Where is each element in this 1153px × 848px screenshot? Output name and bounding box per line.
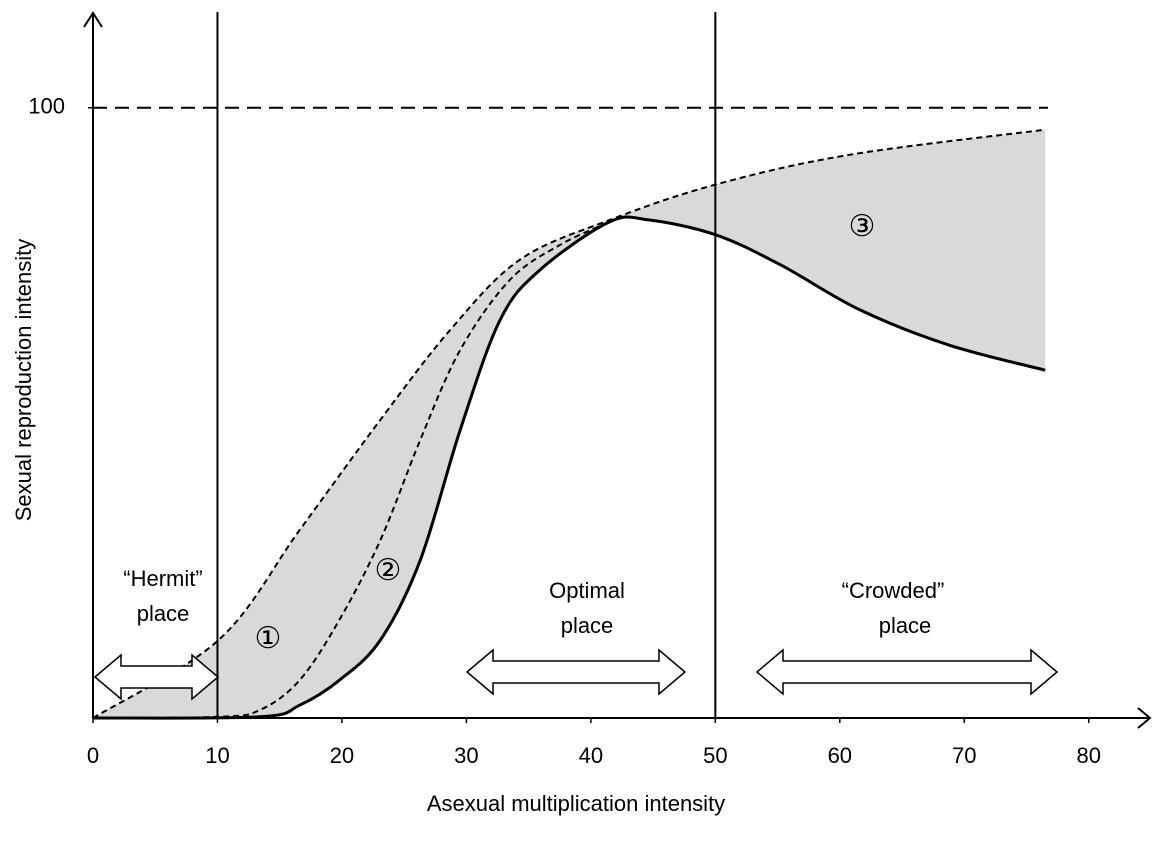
- curve: [92, 215, 1046, 720]
- y-axis-arrow: [83, 11, 103, 28]
- annotation: place: [137, 601, 190, 626]
- region-number: ③: [849, 210, 876, 243]
- curve: [92, 220, 610, 719]
- double-arrow: [465, 648, 687, 696]
- x-axis-label: Asexual multiplication intensity: [427, 791, 725, 816]
- annotation: “Hermit”: [123, 566, 202, 591]
- x-tick-label: 20: [330, 743, 354, 768]
- x-tick-label: 70: [952, 743, 976, 768]
- region-number: ①: [255, 622, 282, 655]
- x-tick-label: 30: [454, 743, 478, 768]
- x-tick-label: 50: [703, 743, 727, 768]
- double-arrow: [93, 653, 220, 701]
- shaded-area: [93, 129, 1046, 719]
- x-tick-label: 10: [205, 743, 229, 768]
- curve: [92, 128, 1046, 719]
- annotation: “Crowded”: [842, 578, 945, 603]
- x-axis-arrow: [1137, 707, 1152, 729]
- y-tick-label: 100: [28, 94, 65, 119]
- x-tick-label: 80: [1077, 743, 1101, 768]
- double-arrow: [755, 648, 1059, 696]
- annotation: place: [879, 613, 932, 638]
- x-tick-label: 0: [87, 743, 99, 768]
- annotation: place: [561, 613, 614, 638]
- x-tick-label: 60: [828, 743, 852, 768]
- region-number: ②: [375, 554, 402, 587]
- annotation: Optimal: [549, 578, 625, 603]
- x-tick-label: 40: [579, 743, 603, 768]
- y-axis-label: Sexual reproduction intensity: [11, 239, 36, 522]
